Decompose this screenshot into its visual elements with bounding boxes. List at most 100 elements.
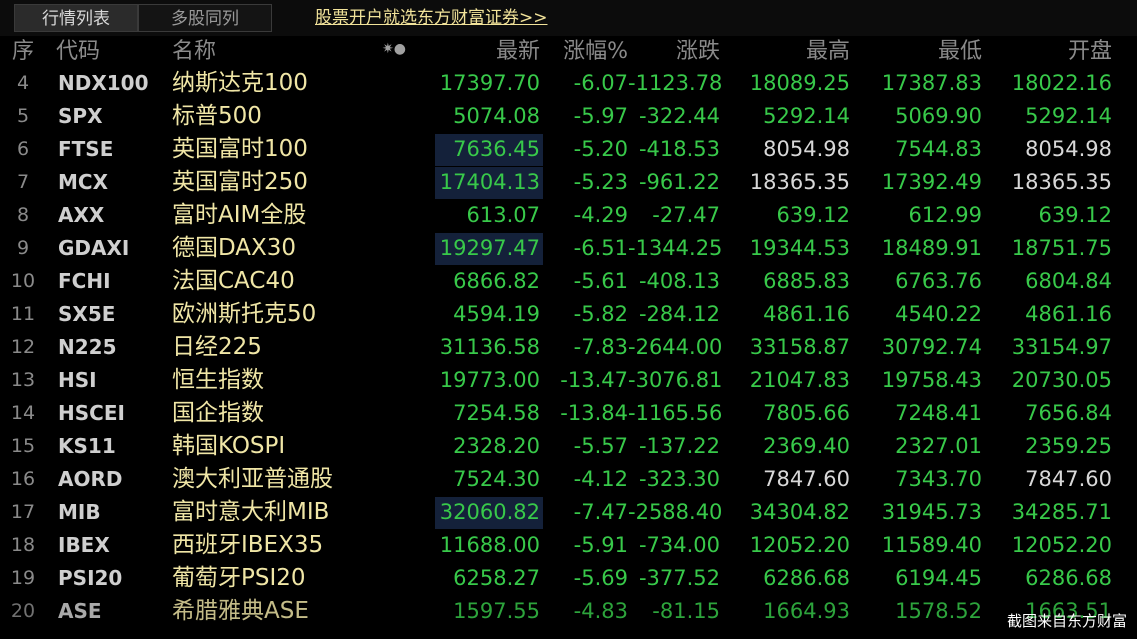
table-row[interactable]: 16 AORD 澳大利亚普通股 7524.30 -4.12 -323.30 7847.60 7… [0,463,1137,496]
row-low: 7544.83 [895,137,982,161]
header-change[interactable]: 涨跌 [675,39,720,64]
header-change-pct[interactable]: 涨幅% [563,39,628,64]
row-index: 17 [10,501,36,523]
row-latest: 17397.70 [439,71,540,95]
header-high[interactable]: 最高 [805,39,850,64]
top-tab-bar: 行情列表 多股同列 股票开户就选东方财富证券>> [0,0,1137,37]
row-change: -284.12 [638,302,720,326]
row-index: 7 [16,171,30,193]
table-row[interactable]: 12 N225 日经225 31136.58 -7.83 -2644.00 33158.87… [0,331,1137,364]
row-name: 恒生指数 [172,367,264,393]
row-change-pct: -13.84 [560,401,628,425]
table-row[interactable]: 18 IBEX 西班牙IBEX35 11688.00 -5.91 -734.00 12052… [0,529,1137,562]
row-name: 韩国KOSPI [172,433,286,459]
table-row[interactable]: 8 AXX 富时AIM全股 613.07 -4.29 -27.47 639.12 612.99… [0,199,1137,232]
row-code: HSCEI [58,401,125,425]
row-name: 澳大利亚普通股 [172,466,333,492]
row-index: 19 [10,567,36,589]
row-low: 1578.52 [895,599,982,623]
row-change-pct: -6.51 [573,236,628,260]
table-row[interactable]: 15 KS11 韩国KOSPI 2328.20 -5.57 -137.22 2369.40 2… [0,430,1137,463]
row-code: KS11 [58,434,116,458]
row-name: 法国CAC40 [172,268,295,294]
row-index: 18 [10,534,36,556]
row-change-pct: -5.91 [573,533,628,557]
row-high: 18365.35 [749,170,850,194]
row-open: 639.12 [1038,203,1112,227]
tab-multi-stock[interactable]: 多股同列 [138,4,272,32]
header-latest[interactable]: 最新 [495,39,540,64]
row-change: -137.22 [638,434,720,458]
table-row[interactable]: 9 GDAXI 德国DAX30 19297.47 -6.51 -1344.25 19344.… [0,232,1137,265]
row-low: 11589.40 [881,533,982,557]
row-name: 富时AIM全股 [172,202,307,228]
row-open: 34285.71 [1011,500,1112,524]
row-high: 1664.93 [763,599,850,623]
row-change: -377.52 [638,566,720,590]
table-row[interactable]: 5 SPX 标普500 5074.08 -5.97 -322.44 5292.14 5069.… [0,100,1137,133]
row-open: 33154.97 [1011,335,1112,359]
row-change: -2644.00 [628,335,723,359]
row-latest: 17404.13 [439,170,540,194]
row-code: GDAXI [58,236,130,260]
row-name: 西班牙IBEX35 [172,532,324,558]
row-open: 7847.60 [1025,467,1112,491]
table-row[interactable]: 11 SX5E 欧洲斯托克50 4594.19 -5.82 -284.12 4861.16 4… [0,298,1137,331]
row-low: 4540.22 [895,302,982,326]
row-low: 7343.70 [895,467,982,491]
row-change-pct: -4.12 [573,467,628,491]
row-open: 8054.98 [1025,137,1112,161]
table-row[interactable]: 7 MCX 英国富时250 17404.13 -5.23 -961.22 18365.35 1… [0,166,1137,199]
header-name[interactable]: 名称 [172,39,217,64]
row-latest: 1597.55 [453,599,540,623]
header-open[interactable]: 开盘 [1067,39,1112,64]
row-index: 8 [16,204,30,226]
row-change-pct: -4.83 [573,599,628,623]
table-row[interactable]: 6 FTSE 英国富时100 7636.45 -5.20 -418.53 8054.98 75… [0,133,1137,166]
row-code: FCHI [58,269,111,293]
row-code: HSI [58,368,97,392]
latest-cell-highlight [435,167,543,199]
table-row[interactable]: 17 MIB 富时意大利MIB 32060.82 -7.47 -2588.40 34304.… [0,496,1137,529]
row-change-pct: -4.29 [573,203,628,227]
row-low: 17387.83 [881,71,982,95]
row-index: 15 [10,435,36,457]
row-code: MIB [58,500,101,524]
row-high: 5292.14 [763,104,850,128]
table-row[interactable]: 20 ASE 希腊雅典ASE 1597.55 -4.83 -81.15 1664.93 157… [0,595,1137,628]
row-change: -322.44 [638,104,720,128]
table-row[interactable]: 14 HSCEI 国企指数 7254.58 -13.84 -1165.56 7805.66 7… [0,397,1137,430]
column-settings-icon[interactable]: ✷● [382,41,406,57]
row-index: 5 [16,105,30,127]
row-latest: 7254.58 [453,401,540,425]
table-row[interactable]: 13 HSI 恒生指数 19773.00 -13.47 -3076.81 21047.83 1… [0,364,1137,397]
latest-cell-highlight [435,134,543,166]
row-latest: 4594.19 [453,302,540,326]
row-index: 16 [10,468,36,490]
row-latest: 5074.08 [453,104,540,128]
promo-link[interactable]: 股票开户就选东方财富证券>> [315,8,548,28]
header-code[interactable]: 代码 [56,39,101,64]
row-high: 2369.40 [763,434,850,458]
row-high: 21047.83 [749,368,850,392]
row-high: 4861.16 [763,302,850,326]
row-high: 19344.53 [749,236,850,260]
tab-market-list[interactable]: 行情列表 [14,4,138,32]
row-open: 5292.14 [1025,104,1112,128]
row-latest: 613.07 [466,203,540,227]
row-code: NDX100 [58,71,149,95]
row-change: -1344.25 [628,236,723,260]
table-row[interactable]: 10 FCHI 法国CAC40 6866.82 -5.61 -408.13 6885.83 6… [0,265,1137,298]
table-header: 序 代码 名称 最新 涨幅% 涨跌 最高 最低 开盘 [0,36,1137,67]
row-open: 6804.84 [1025,269,1112,293]
row-change: -2588.40 [628,500,723,524]
table-row[interactable]: 4 NDX100 纳斯达克100 17397.70 -6.07 -1123.78 18089… [0,67,1137,100]
header-low[interactable]: 最低 [937,39,982,64]
row-high: 639.12 [776,203,850,227]
row-name: 国企指数 [172,400,264,426]
row-change-pct: -5.97 [573,104,628,128]
table-row[interactable]: 19 PSI20 葡萄牙PSI20 6258.27 -5.69 -377.52 6286.6… [0,562,1137,595]
row-change: -27.47 [652,203,720,227]
header-idx[interactable]: 序 [12,39,35,64]
row-code: IBEX [58,533,110,557]
